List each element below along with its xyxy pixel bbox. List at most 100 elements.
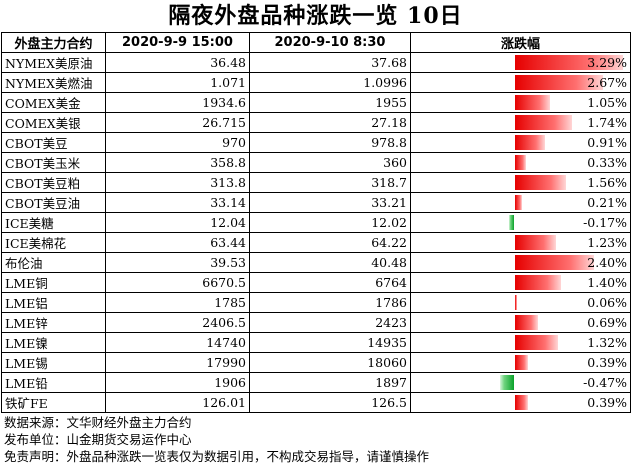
prev-price: 358.8 [105, 152, 250, 173]
change-percent: 1.32% [587, 335, 627, 350]
table-row: LME锌 2406.5 2423 0.69% [1, 312, 631, 333]
change-percent: 3.29% [587, 55, 627, 70]
curr-price: 1.0996 [249, 72, 411, 93]
prev-price: 1785 [105, 292, 250, 313]
positive-change-bar [515, 355, 528, 370]
table-row: ICE美糖 12.04 12.02 -0.17% [1, 212, 631, 233]
change-cell: 0.33% [410, 152, 631, 173]
curr-price: 37.68 [249, 52, 411, 73]
prev-price: 1934.6 [105, 92, 250, 113]
table-row: LME铜 6670.5 6764 1.40% [1, 272, 631, 293]
contract-name: CBOT美玉米 [1, 152, 106, 173]
table-row: LME锡 17990 18060 0.39% [1, 352, 631, 373]
header-name: 外盘主力合约 [1, 32, 106, 53]
contract-name: CBOT美豆粕 [1, 172, 106, 193]
curr-price: 64.22 [249, 232, 411, 253]
change-cell: 1.74% [410, 112, 631, 133]
positive-change-bar [515, 255, 594, 270]
change-percent: -0.47% [583, 375, 627, 390]
table-row: CBOT美豆 970 978.8 0.91% [1, 132, 631, 153]
positive-change-bar [515, 235, 556, 250]
table-row: LME铝 1785 1786 0.06% [1, 292, 631, 313]
change-cell: 1.32% [410, 332, 631, 353]
curr-price: 1786 [249, 292, 411, 313]
change-percent: 0.06% [587, 295, 627, 310]
prev-price: 36.48 [105, 52, 250, 73]
change-cell: 2.40% [410, 252, 631, 273]
table-body: NYMEX美原油 36.48 37.68 3.29% NYMEX美燃油 1.071 1.09… [1, 52, 631, 413]
curr-price: 978.8 [249, 132, 411, 153]
negative-change-bar [500, 375, 514, 390]
table-row: LME铅 1906 1897 -0.47% [1, 372, 631, 393]
table-row: COMEX美银 26.715 27.18 1.74% [1, 112, 631, 133]
change-cell: 0.06% [410, 292, 631, 313]
header-curr-time: 2020-9-10 8:30 [249, 32, 411, 53]
price-change-table: 外盘主力合约 2020-9-9 15:00 2020-9-10 8:30 涨跌幅… [1, 32, 631, 413]
contract-name: 布伦油 [1, 252, 106, 273]
change-cell: 0.91% [410, 132, 631, 153]
contract-name: LME锡 [1, 352, 106, 373]
curr-price: 318.7 [249, 172, 411, 193]
prev-price: 33.14 [105, 192, 250, 213]
curr-price: 6764 [249, 272, 411, 293]
change-cell: 0.69% [410, 312, 631, 333]
curr-price: 40.48 [249, 252, 411, 273]
prev-price: 17990 [105, 352, 250, 373]
positive-change-bar [515, 295, 517, 310]
table-row: COMEX美金 1934.6 1955 1.05% [1, 92, 631, 113]
positive-change-bar [515, 115, 572, 130]
prev-price: 1.071 [105, 72, 250, 93]
contract-name: ICE美糖 [1, 212, 106, 233]
contract-name: LME铝 [1, 292, 106, 313]
header-prev-time: 2020-9-9 15:00 [105, 32, 250, 53]
contract-name: ICE美棉花 [1, 232, 106, 253]
table-row: ICE美棉花 63.44 64.22 1.23% [1, 232, 631, 253]
positive-change-bar [515, 335, 558, 350]
prev-price: 39.53 [105, 252, 250, 273]
header-change: 涨跌幅 [410, 32, 631, 53]
contract-name: CBOT美豆油 [1, 192, 106, 213]
change-percent: 1.74% [587, 115, 627, 130]
prev-price: 63.44 [105, 232, 250, 253]
change-percent: 1.40% [587, 275, 627, 290]
positive-change-bar [515, 55, 623, 70]
positive-change-bar [515, 95, 550, 110]
change-cell: -0.17% [410, 212, 631, 233]
positive-change-bar [515, 275, 561, 290]
positive-change-bar [515, 155, 526, 170]
change-percent: 2.40% [587, 255, 627, 270]
prev-price: 2406.5 [105, 312, 250, 333]
contract-name: COMEX美银 [1, 112, 106, 133]
prev-price: 26.715 [105, 112, 250, 133]
change-percent: 1.56% [587, 175, 627, 190]
change-percent: 2.67% [587, 75, 627, 90]
table-row: 布伦油 39.53 40.48 2.40% [1, 252, 631, 273]
contract-name: COMEX美金 [1, 92, 106, 113]
prev-price: 970 [105, 132, 250, 153]
positive-change-bar [515, 135, 545, 150]
change-percent: 1.05% [587, 95, 627, 110]
prev-price: 6670.5 [105, 272, 250, 293]
change-cell: 1.56% [410, 172, 631, 193]
prev-price: 12.04 [105, 212, 250, 233]
change-percent: 0.39% [587, 395, 627, 410]
change-cell: 1.05% [410, 92, 631, 113]
positive-change-bar [515, 175, 566, 190]
prev-price: 14740 [105, 332, 250, 353]
contract-name: LME镍 [1, 332, 106, 353]
change-percent: -0.17% [583, 215, 627, 230]
contract-name: NYMEX美燃油 [1, 72, 106, 93]
curr-price: 18060 [249, 352, 411, 373]
curr-price: 2423 [249, 312, 411, 333]
table-row: LME镍 14740 14935 1.32% [1, 332, 631, 353]
change-percent: 0.21% [587, 195, 627, 210]
positive-change-bar [515, 395, 528, 410]
curr-price: 33.21 [249, 192, 411, 213]
contract-name: 铁矿FE [1, 392, 106, 413]
contract-name: LME铅 [1, 372, 106, 393]
negative-change-bar [509, 215, 514, 230]
table-row: CBOT美豆油 33.14 33.21 0.21% [1, 192, 631, 213]
table-row: 铁矿FE 126.01 126.5 0.39% [1, 392, 631, 413]
change-cell: 0.39% [410, 352, 631, 373]
